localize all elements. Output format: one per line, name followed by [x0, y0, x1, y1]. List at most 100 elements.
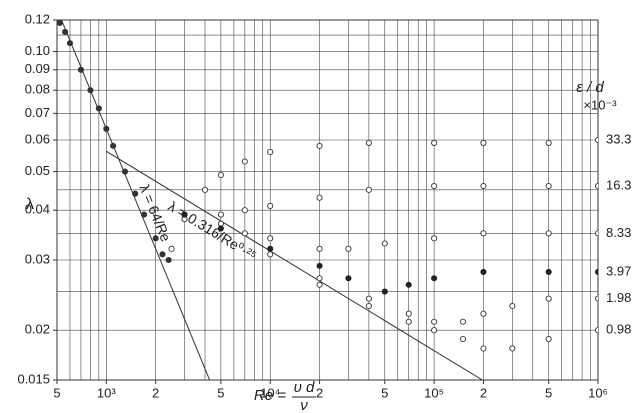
y-tick-label: 0.10: [25, 43, 50, 58]
data-point: [132, 190, 139, 197]
y-tick-label: 0.09: [25, 61, 50, 76]
data-point: [509, 345, 516, 352]
data-point: [152, 235, 159, 242]
data-point: [316, 194, 323, 201]
data-point: [405, 318, 412, 325]
data-point: [267, 148, 274, 155]
data-point: [365, 302, 372, 310]
y-tick-label: 0.08: [25, 82, 50, 97]
data-point: [217, 172, 224, 179]
data-point: [594, 230, 598, 237]
data-point: [77, 66, 84, 73]
data-point: [121, 168, 129, 175]
data-point: [594, 327, 598, 334]
y-tick-label: 0.03: [25, 251, 50, 266]
data-point: [316, 245, 323, 252]
data-point: [241, 158, 248, 165]
data-point: [267, 235, 274, 242]
x-axis-label-numerator: υ d: [294, 379, 315, 396]
data-point: [110, 142, 117, 149]
series-label: 3.97: [606, 263, 631, 278]
data-point: [545, 182, 552, 190]
data-point: [141, 211, 148, 218]
data-point: [267, 202, 274, 209]
y-tick-label: 0.06: [25, 131, 50, 146]
x-tick-label: 10⁴: [260, 385, 280, 400]
data-point: [159, 251, 166, 258]
data-point: [66, 40, 74, 47]
y-tick-label: 0.04: [25, 202, 50, 217]
data-point: [594, 268, 598, 275]
data-point: [405, 281, 412, 288]
data-point: [480, 182, 487, 190]
data-point: [405, 310, 412, 317]
data-point: [365, 139, 372, 146]
data-point: [459, 318, 467, 325]
data-point: [345, 245, 352, 252]
data-point: [594, 295, 598, 302]
x-tick-label: 5: [53, 385, 60, 400]
data-point: [480, 345, 487, 352]
data-point: [545, 268, 552, 275]
data-point: [545, 230, 552, 237]
x-tick-label: 5: [217, 385, 224, 400]
data-point: [217, 225, 224, 232]
series-label: 1.98: [606, 290, 631, 305]
data-point: [62, 28, 69, 35]
data-point: [267, 251, 274, 258]
data-point: [267, 245, 274, 252]
data-point: [241, 207, 248, 214]
x-axis-label-denominator: ν: [300, 397, 308, 413]
data-point: [480, 230, 487, 237]
data-point: [181, 211, 188, 218]
data-point: [431, 318, 438, 325]
data-point: [431, 139, 438, 146]
x-tick-label: 2: [152, 385, 159, 400]
data-point: [87, 87, 94, 94]
plot-area: [57, 20, 598, 380]
data-point: [95, 105, 102, 112]
data-point: [345, 275, 352, 282]
data-point: [431, 235, 438, 242]
y-axis-label: λ: [26, 196, 34, 213]
data-point: [365, 295, 372, 302]
data-point: [545, 295, 552, 302]
data-point: [431, 327, 438, 334]
data-point: [316, 142, 323, 149]
y-tick-label: 0.015: [17, 371, 50, 386]
x-axis-label: Re =: [254, 387, 286, 404]
data-point: [201, 186, 209, 193]
x-tick-label: 10³: [97, 385, 116, 400]
plot-frame: [56, 19, 599, 381]
data-point: [480, 268, 487, 275]
series-label: 8.33: [606, 225, 631, 240]
data-point: [459, 336, 467, 343]
data-point: [480, 139, 487, 146]
series-label: 0.986: [606, 322, 632, 337]
data-point: [594, 136, 598, 144]
data-point: [509, 302, 516, 310]
data-point: [316, 281, 323, 288]
data-point: [217, 211, 224, 218]
data-point: [168, 245, 175, 252]
y-tick-label: 0.07: [25, 105, 50, 120]
data-point: [57, 20, 63, 26]
data-point: [365, 186, 372, 193]
data-point: [316, 262, 323, 269]
y-tick-label: 0.05: [25, 163, 50, 178]
series-label: 33.33: [606, 131, 632, 146]
data-point: [165, 256, 172, 264]
x-tick-label: 10⁵: [424, 385, 444, 400]
data-point: [545, 336, 552, 343]
reference-line: [61, 20, 211, 380]
y-tick-label: 0.12: [25, 11, 50, 26]
data-point: [594, 182, 598, 190]
data-point: [241, 230, 248, 237]
data-point: [103, 125, 110, 132]
x-tick-label: 5: [381, 385, 388, 400]
data-point: [545, 139, 552, 146]
legend-unit: ×10⁻³: [583, 97, 617, 112]
data-point: [431, 182, 438, 190]
